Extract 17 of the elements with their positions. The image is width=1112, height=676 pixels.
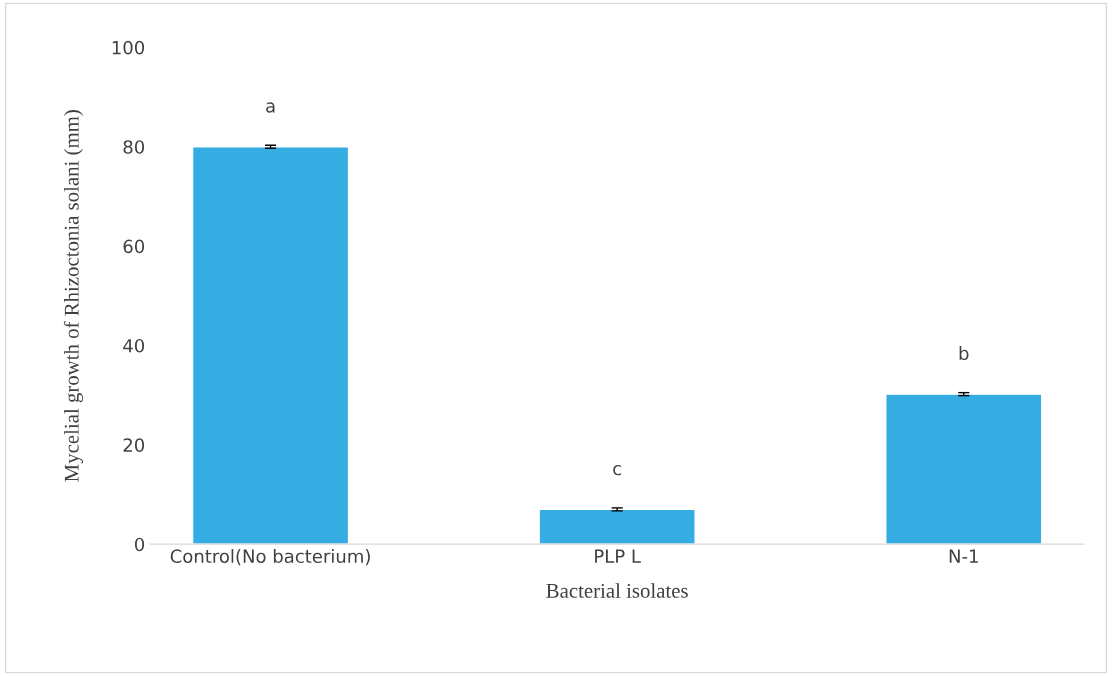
y-tick-label: 60 — [123, 239, 145, 254]
x-tick-label: PLP L — [595, 549, 641, 563]
bar — [538, 508, 696, 545]
x-tick-label: N-1 — [949, 549, 978, 563]
y-tick-label: 80 — [123, 140, 145, 154]
y-tick-label: 100 — [112, 40, 145, 55]
y-tick-label: 20 — [123, 438, 145, 452]
x-tick-label: Control(No bacterium) — [170, 549, 370, 566]
bar — [885, 393, 1043, 545]
x-axis-title: Bacterial isolates — [546, 583, 688, 598]
y-tick-label: 40 — [123, 338, 145, 353]
annotation: a — [266, 102, 275, 113]
annotation: b — [959, 346, 969, 361]
y-axis-title: Mycelial growth of Rhizoctonia solani (mm) — [63, 110, 84, 482]
bar — [191, 145, 350, 545]
y-tick-label: 0 — [134, 537, 145, 552]
annotation: c — [613, 464, 621, 476]
